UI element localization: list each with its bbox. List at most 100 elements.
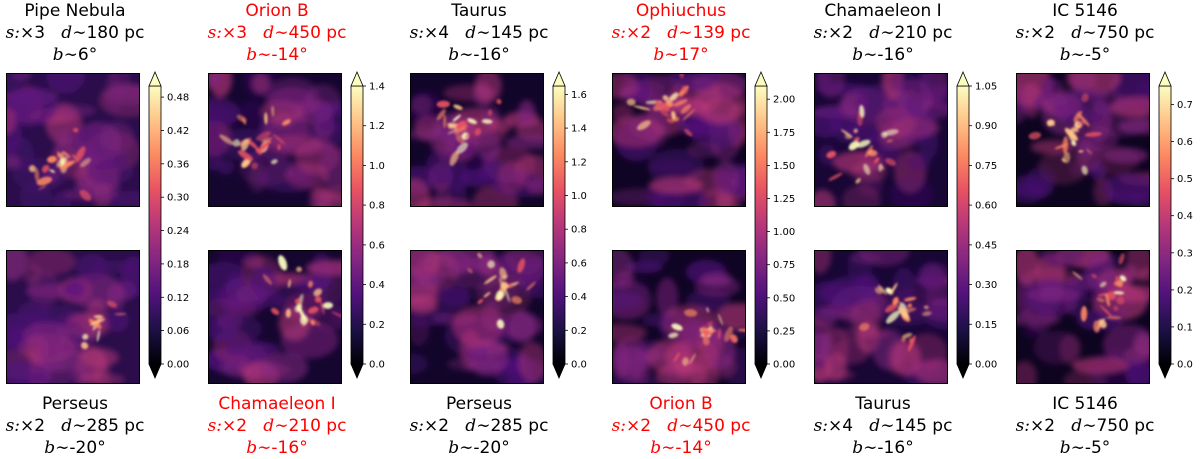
latitude-value: -16° <box>877 438 914 458</box>
colorbar-extend-min <box>956 363 970 380</box>
colorbar-tick-label: 0.8 <box>369 201 385 212</box>
colorbar-tick-label: 0.75 <box>975 161 997 172</box>
top-column-density-map <box>6 73 140 207</box>
distance-value: 450 pc <box>288 23 347 43</box>
colorbar-extend-min <box>754 363 768 380</box>
scale-distance: s:×2 d∼139 pc <box>606 22 756 44</box>
latitude: b∼-20° <box>0 437 150 459</box>
tilde: ∼ <box>863 45 878 65</box>
region-name: Orion B <box>245 1 309 21</box>
colorbar-gradient <box>754 85 768 365</box>
colorbar-extend-min <box>148 363 162 380</box>
top-column-density-map <box>410 73 544 207</box>
tilde: ∼ <box>55 438 70 458</box>
tilde: ∼ <box>678 416 693 436</box>
s-symbol: s: <box>409 416 425 436</box>
s-symbol: s: <box>1015 23 1031 43</box>
scale-value: ×4 <box>828 416 854 436</box>
tilde: ∼ <box>274 416 289 436</box>
latitude: b∼-14° <box>202 44 352 66</box>
tilde: ∼ <box>1082 416 1097 436</box>
tilde: ∼ <box>863 438 878 458</box>
bottom-region-label: IC 5146 s:×2 d∼750 pc b∼-5° <box>1010 393 1160 459</box>
colorbar-tick-label: 1.6 <box>571 90 587 101</box>
top-column-density-map <box>208 73 342 207</box>
latitude: b∼6° <box>0 44 150 66</box>
colorbar-tick-label: 0.0 <box>571 360 587 371</box>
b-symbol: b <box>448 438 460 458</box>
colorbar-tick-label: 0.8 <box>571 225 587 236</box>
colorbar-gradient <box>148 85 162 365</box>
colorbar-extend-max <box>754 70 768 87</box>
latitude-value: -14° <box>675 438 712 458</box>
colorbar-extend-max <box>1158 70 1172 87</box>
colorbar-tick-label: 0.18 <box>167 259 189 270</box>
latitude: b∼-16° <box>404 44 554 66</box>
bottom-region-label: Taurus s:×4 d∼145 pc b∼-16° <box>808 393 958 459</box>
tilde: ∼ <box>476 416 491 436</box>
colorbar-gradient <box>552 85 566 365</box>
distance-value: 750 pc <box>1096 23 1155 43</box>
panel-column: Taurus s:×4 d∼145 pc b∼-16° 1.6 1.4 1.2 1.0 0.8… <box>404 0 604 459</box>
scale-distance: s:×2 d∼210 pc <box>808 22 958 44</box>
b-symbol: b <box>1059 438 1071 458</box>
colorbar-gradient <box>350 85 364 365</box>
latitude-value: -20° <box>69 438 106 458</box>
tilde: ∼ <box>72 416 87 436</box>
colorbar-tick-label: 0.5 <box>1177 174 1193 185</box>
b-symbol: b <box>852 45 864 65</box>
bottom-column-density-map <box>208 250 342 384</box>
colorbar-tick-label: 0.2 <box>369 320 385 331</box>
distance-value: 145 pc <box>894 416 953 436</box>
latitude: b∼-20° <box>404 437 554 459</box>
region-name: Perseus <box>445 394 513 414</box>
colorbar: 0.48 0.42 0.36 0.30 0.24 0.18 0.12 0.06 0.00 <box>148 70 189 380</box>
distance-value: 285 pc <box>86 416 145 436</box>
bottom-column-density-map <box>6 250 140 384</box>
colorbar-gradient <box>1158 85 1172 365</box>
bottom-column-density-map <box>814 250 948 384</box>
colorbar-tick-label: 0.48 <box>167 93 189 104</box>
colorbar-tick-label: 1.2 <box>571 157 587 168</box>
b-symbol: b <box>246 45 258 65</box>
d-symbol: d <box>1071 23 1083 43</box>
panel-column: IC 5146 s:×2 d∼750 pc b∼-5° 0.7 0.6 0.5 0.4 0.3… <box>1010 0 1200 459</box>
distance-value: 750 pc <box>1096 416 1155 436</box>
scale-distance: s:×4 d∼145 pc <box>404 22 554 44</box>
top-region-label: Taurus s:×4 d∼145 pc b∼-16° <box>404 0 554 66</box>
scale-distance: s:×2 d∼750 pc <box>1010 22 1160 44</box>
tilde: ∼ <box>661 438 676 458</box>
region-name: Taurus <box>451 1 507 21</box>
tilde: ∼ <box>257 45 272 65</box>
s-symbol: s: <box>5 23 21 43</box>
top-region-label: Ophiuchus s:×2 d∼139 pc b∼17° <box>606 0 756 66</box>
latitude: b∼-5° <box>1010 44 1160 66</box>
b-symbol: b <box>1059 45 1071 65</box>
scale-distance: s:×4 d∼145 pc <box>808 415 958 437</box>
colorbar: 1.05 0.90 0.75 0.60 0.45 0.30 0.15 0.00 <box>956 70 997 380</box>
bottom-column-density-map <box>1016 250 1150 384</box>
d-symbol: d <box>667 416 679 436</box>
distance-value: 210 pc <box>288 416 347 436</box>
colorbar-tick-label: 0.30 <box>167 193 189 204</box>
colorbar-tick-label: 0.4 <box>1177 211 1193 222</box>
b-symbol: b <box>650 438 662 458</box>
colorbar-tick-label: 1.75 <box>773 128 795 139</box>
scale-value: ×4 <box>424 23 450 43</box>
colorbar-tick-label: 0.0 <box>369 360 385 371</box>
latitude-value: 17° <box>678 45 709 65</box>
tilde: ∼ <box>274 23 289 43</box>
colorbar-tick-label: 0.00 <box>975 360 997 371</box>
colorbar-tick-label: 0.60 <box>975 201 997 212</box>
d-symbol: d <box>263 23 275 43</box>
top-region-label: IC 5146 s:×2 d∼750 pc b∼-5° <box>1010 0 1160 66</box>
tilde: ∼ <box>880 23 895 43</box>
colorbar: 0.7 0.6 0.5 0.4 0.3 0.2 0.1 0.0 <box>1158 70 1193 380</box>
region-name: Chamaeleon I <box>218 394 336 414</box>
tilde: ∼ <box>459 438 474 458</box>
distance-value: 139 pc <box>692 23 751 43</box>
tilde: ∼ <box>257 438 272 458</box>
latitude-value: -5° <box>1084 45 1111 65</box>
colorbar-extend-max <box>350 70 364 87</box>
b-symbol: b <box>448 45 460 65</box>
